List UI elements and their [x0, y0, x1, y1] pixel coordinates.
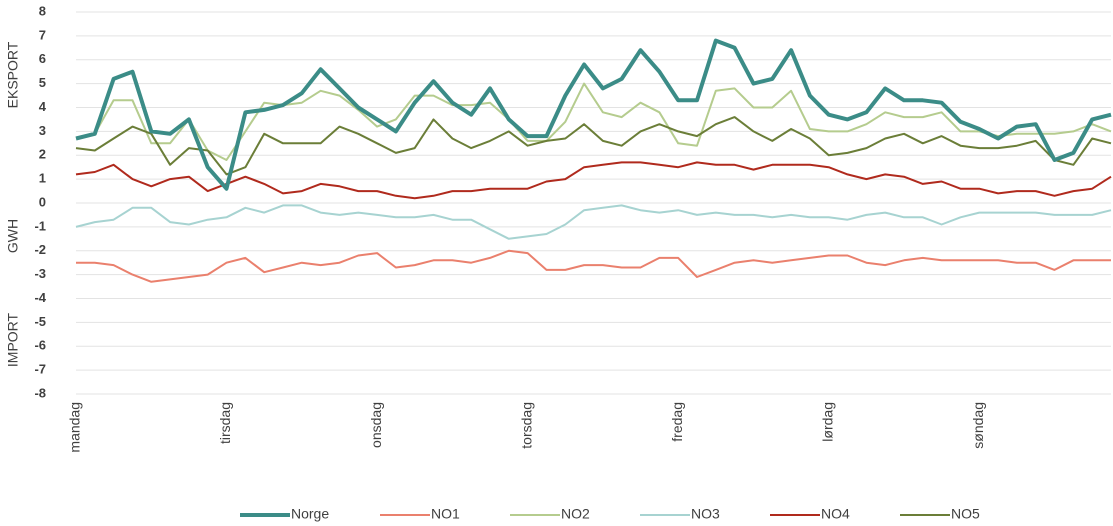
y-tick-label: 8 — [39, 3, 46, 18]
y-tick-label: -3 — [34, 266, 46, 281]
y-tick-label: -4 — [34, 290, 46, 305]
axis-annotation: EKSPORT — [5, 41, 21, 108]
y-tick-label: -6 — [34, 338, 46, 353]
x-tick-label: fredag — [669, 402, 685, 442]
line-series — [75, 161, 1112, 200]
x-tick-label: tirsdag — [217, 402, 233, 444]
y-tick-label: -7 — [34, 362, 46, 377]
y-tick-label: -8 — [34, 385, 46, 400]
y-tick-label: 6 — [39, 51, 46, 66]
y-tick-label: 7 — [39, 27, 46, 42]
y-tick-label: 4 — [39, 99, 47, 114]
x-tick-label: onsdag — [368, 402, 384, 448]
y-tick-label: -2 — [34, 242, 46, 257]
legend-label: NO3 — [691, 506, 720, 522]
line-series — [75, 116, 1112, 176]
x-tick-label: søndag — [970, 402, 986, 449]
x-tick-label: mandag — [67, 402, 83, 453]
line-series — [75, 204, 1112, 240]
line-series — [75, 82, 1112, 161]
axis-annotation: GWH — [5, 219, 21, 253]
y-tick-label: -5 — [34, 314, 46, 329]
legend-label: Norge — [291, 506, 329, 522]
y-tick-label: 5 — [39, 75, 46, 90]
y-tick-label: 1 — [39, 171, 46, 186]
legend-label: NO5 — [951, 506, 980, 522]
line-series — [76, 249, 1111, 283]
legend-label: NO1 — [431, 506, 460, 522]
y-tick-label: 3 — [39, 123, 46, 138]
legend-label: NO2 — [561, 506, 590, 522]
legend-label: NO4 — [821, 506, 850, 522]
line-series — [75, 38, 1112, 191]
x-tick-label: lørdag — [819, 402, 835, 442]
axis-annotation: IMPORT — [5, 312, 21, 367]
y-tick-label: -1 — [34, 218, 46, 233]
y-tick-label: 0 — [39, 194, 46, 209]
x-tick-label: torsdag — [518, 402, 534, 449]
y-tick-label: 2 — [39, 147, 46, 162]
